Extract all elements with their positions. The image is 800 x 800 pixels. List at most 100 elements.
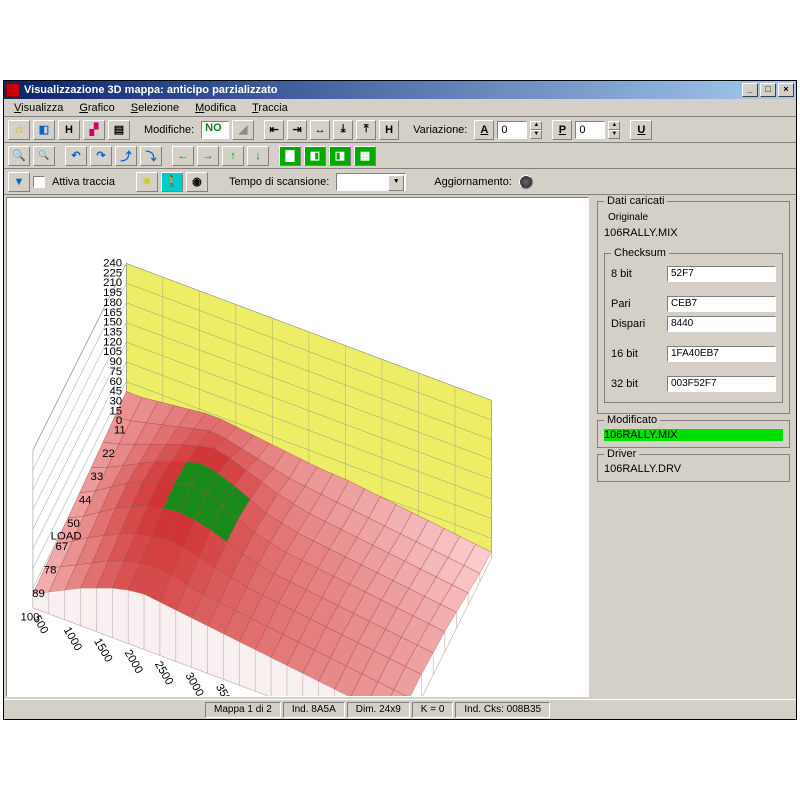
- main-window: { "title": "Visualizzazione 3D mappa: an…: [3, 80, 797, 720]
- svg-text:LOAD: LOAD: [51, 530, 82, 542]
- btn-var-a[interactable]: A: [474, 120, 494, 140]
- c32-label: 32 bit: [611, 378, 661, 390]
- c16-value: 1FA40EB7: [667, 346, 776, 362]
- svg-text:3500: 3500: [213, 682, 236, 696]
- btn-chart-icon[interactable]: ▞: [83, 120, 105, 140]
- status-k: K = 0: [412, 702, 454, 718]
- aggiornamento-led: [519, 175, 533, 189]
- light-icon[interactable]: ☀: [136, 172, 158, 192]
- btn-t1-1[interactable]: ◧: [33, 120, 55, 140]
- group-dati-caricati: Dati caricati Originale 106RALLY.MIX Che…: [597, 201, 790, 414]
- svg-text:2500: 2500: [152, 659, 175, 687]
- side-panel: Dati caricati Originale 106RALLY.MIX Che…: [591, 195, 796, 699]
- menu-modifica[interactable]: Modifica: [189, 100, 242, 116]
- svg-text:3000: 3000: [183, 671, 206, 696]
- attiva-traccia-label: Attiva traccia: [48, 176, 119, 188]
- status-mappa: Mappa 1 di 2: [205, 702, 281, 718]
- group-driver: Driver 106RALLY.DRV: [597, 454, 790, 482]
- c8-value: 52F7: [667, 266, 776, 282]
- svg-text:11: 11: [114, 425, 126, 437]
- aggiornamento-label: Aggiornamento:: [430, 176, 516, 188]
- panel-2-icon[interactable]: ◧: [304, 146, 326, 166]
- var-a-input[interactable]: [497, 121, 527, 139]
- gear-icon[interactable]: ◉: [186, 172, 208, 192]
- modifiche-label: Modifiche:: [140, 124, 198, 136]
- svg-text:2000: 2000: [122, 648, 145, 676]
- menu-selezione[interactable]: Selezione: [125, 100, 185, 116]
- toolbar-2: 🔍 🔍 ↶ ↷ ⤴ ⤵ ← → ↑ ↓ ▇ ◧ ◨ ▦: [4, 143, 796, 169]
- window-title: Visualizzazione 3D mappa: anticipo parzi…: [24, 84, 740, 96]
- btn-h1[interactable]: H: [58, 120, 80, 140]
- panel-3-icon[interactable]: ◨: [329, 146, 351, 166]
- originale-label: Originale: [608, 212, 783, 223]
- btn-arrow-in-1[interactable]: ⇤: [264, 120, 284, 140]
- toolbar-1: ⌂ ◧ H ▞ ▤ Modifiche: NO ◢ ⇤ ⇥ ↔ ⤓ ⤒ H Va…: [4, 117, 796, 143]
- svg-text:44: 44: [79, 495, 92, 507]
- btn-up[interactable]: ⤒: [356, 120, 376, 140]
- person-icon[interactable]: 🚶: [161, 172, 183, 192]
- rotate-left-icon[interactable]: ↶: [65, 146, 87, 166]
- arrow-left-icon[interactable]: ←: [172, 146, 194, 166]
- group-checksum: Checksum 8 bit52F7 PariCEB7 Dispari8440 …: [604, 253, 783, 403]
- menubar: Visualizza Grafico Selezione Modifica Tr…: [4, 99, 796, 117]
- menu-grafico[interactable]: Grafico: [73, 100, 120, 116]
- panel-1-icon[interactable]: ▇: [279, 146, 301, 166]
- btn-apply-mod[interactable]: ◢: [232, 120, 254, 140]
- statusbar: Mappa 1 di 2 Ind. 8A5A Dim. 24x9 K = 0 I…: [4, 699, 796, 719]
- zoom-in-icon[interactable]: 🔍: [8, 146, 30, 166]
- c16-label: 16 bit: [611, 348, 661, 360]
- modificato-title: Modificato: [604, 414, 660, 426]
- btn-h2[interactable]: H: [379, 120, 399, 140]
- close-button[interactable]: ×: [778, 83, 794, 97]
- status-indcks: Ind. Cks: 008B35: [455, 702, 550, 718]
- btn-expand-h[interactable]: ↔: [310, 120, 330, 140]
- menu-visualizza[interactable]: Visualizza: [8, 100, 69, 116]
- zoom-out-icon[interactable]: 🔍: [33, 146, 55, 166]
- pari-label: Pari: [611, 298, 661, 310]
- btn-doc-icon[interactable]: ▤: [108, 120, 130, 140]
- titlebar: Visualizzazione 3D mappa: anticipo parzi…: [4, 81, 796, 99]
- rotate-right-icon[interactable]: ↷: [90, 146, 112, 166]
- svg-text:33: 33: [91, 471, 104, 483]
- panel-4-icon[interactable]: ▦: [354, 146, 376, 166]
- arrow-down-icon[interactable]: ↓: [247, 146, 269, 166]
- var-a-spinner[interactable]: ▲▼: [530, 121, 542, 139]
- chart-3d-pane[interactable]: 2402252101951801651501351201059075604530…: [6, 197, 589, 697]
- svg-text:1500: 1500: [91, 637, 114, 665]
- c8-label: 8 bit: [611, 268, 661, 280]
- btn-var-p[interactable]: P: [552, 120, 572, 140]
- tempo-combo[interactable]: [336, 173, 406, 191]
- btn-arrow-in-2[interactable]: ⇥: [287, 120, 307, 140]
- rotate-up-icon[interactable]: ⤴: [115, 146, 137, 166]
- trace-toggle-icon[interactable]: ▼: [8, 172, 30, 192]
- arrow-right-icon[interactable]: →: [197, 146, 219, 166]
- svg-text:500: 500: [30, 614, 50, 636]
- btn-dn[interactable]: ⤓: [333, 120, 353, 140]
- status-dim: Dim. 24x9: [347, 702, 410, 718]
- svg-text:50: 50: [67, 518, 80, 530]
- dati-caricati-title: Dati caricati: [604, 195, 667, 207]
- content-area: 2402252101951801651501351201059075604530…: [4, 195, 796, 699]
- svg-text:89: 89: [32, 588, 45, 600]
- variazione-label: Variazione:: [409, 124, 471, 136]
- btn-undo-icon[interactable]: U: [630, 120, 652, 140]
- modifiche-value: NO: [201, 121, 229, 139]
- toolbar-3: ▼ Attiva traccia ☀ 🚶 ◉ Tempo di scansion…: [4, 169, 796, 195]
- surface-3d-chart: 2402252101951801651501351201059075604530…: [7, 198, 588, 696]
- var-p-input[interactable]: [575, 121, 605, 139]
- home-icon[interactable]: ⌂: [8, 120, 30, 140]
- minimize-button[interactable]: _: [742, 83, 758, 97]
- pari-value: CEB7: [667, 296, 776, 312]
- attiva-traccia-checkbox[interactable]: [33, 176, 45, 188]
- rotate-down-icon[interactable]: ⤵: [140, 146, 162, 166]
- var-p-spinner[interactable]: ▲▼: [608, 121, 620, 139]
- status-ind: Ind. 8A5A: [283, 702, 345, 718]
- driver-value: 106RALLY.DRV: [604, 463, 783, 475]
- tempo-label: Tempo di scansione:: [225, 176, 333, 188]
- app-icon: [6, 83, 20, 97]
- originale-value: 106RALLY.MIX: [604, 227, 783, 239]
- arrow-up-icon[interactable]: ↑: [222, 146, 244, 166]
- maximize-button[interactable]: □: [760, 83, 776, 97]
- menu-traccia[interactable]: Traccia: [246, 100, 294, 116]
- dispari-label: Dispari: [611, 318, 661, 330]
